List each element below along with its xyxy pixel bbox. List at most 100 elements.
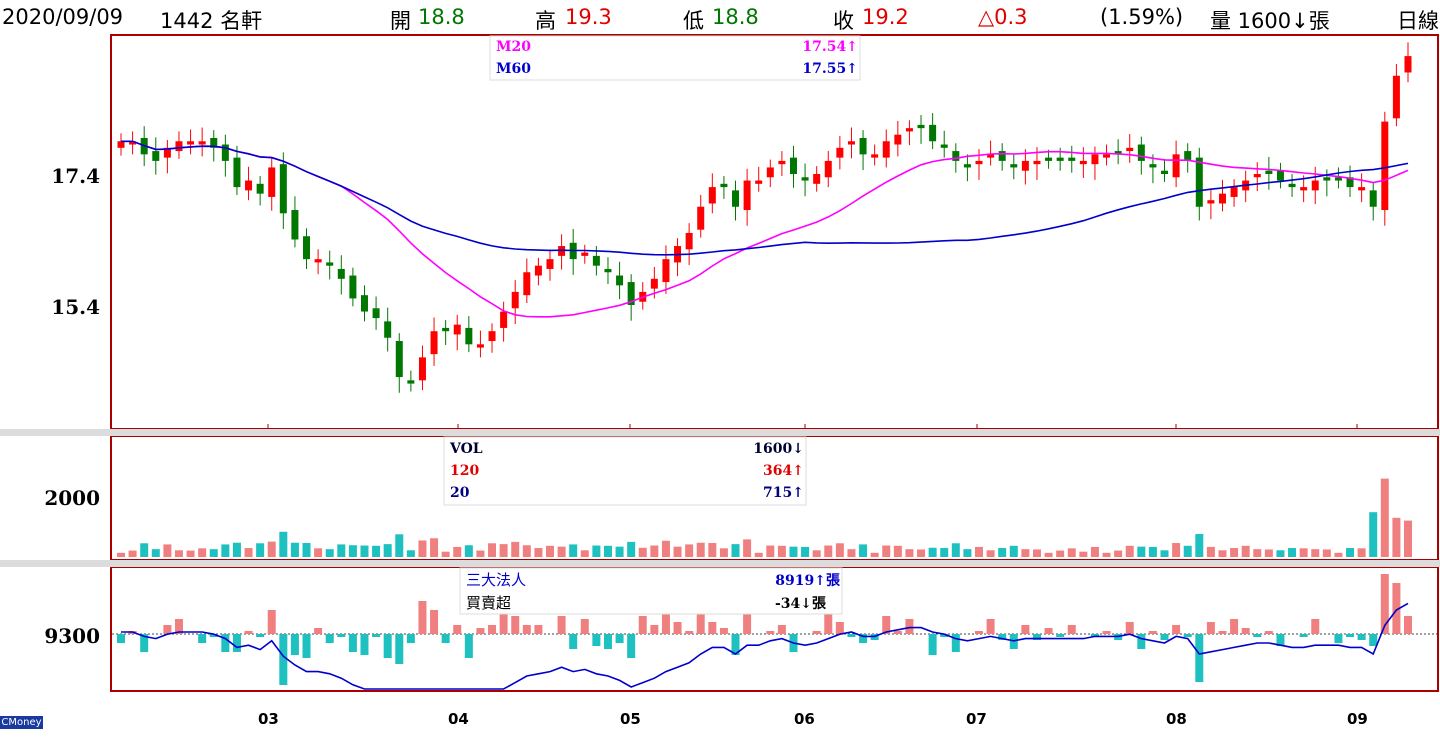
candle-body xyxy=(998,151,1006,161)
inst-bar xyxy=(592,634,601,646)
month-label-09: 09 xyxy=(1347,710,1368,728)
inst-bar xyxy=(198,634,207,643)
candle-body xyxy=(1230,187,1238,197)
candle-body xyxy=(1010,164,1018,168)
inst-bar xyxy=(163,625,172,634)
inst-bar xyxy=(1195,634,1204,682)
candle-body xyxy=(1369,190,1377,207)
ma60-line xyxy=(121,140,1409,256)
volume-bar xyxy=(569,544,578,557)
inst-bar xyxy=(395,634,404,664)
inst-bar xyxy=(372,634,381,637)
volume-bar xyxy=(267,541,276,557)
volume-bar xyxy=(1125,545,1134,557)
candle-body xyxy=(175,141,183,152)
volume-bar xyxy=(186,550,195,557)
inst-bar xyxy=(696,607,705,634)
inst-bar xyxy=(835,622,844,634)
candle-body xyxy=(894,134,902,145)
candle-body xyxy=(720,183,728,188)
inst-bar xyxy=(638,616,647,634)
volume-bar xyxy=(372,545,381,557)
volume-bar xyxy=(117,552,125,557)
volume-value: 量 1600↓張 xyxy=(1210,9,1330,33)
volume-bar xyxy=(557,546,566,557)
candle-body xyxy=(1114,151,1122,155)
candle-body xyxy=(430,331,438,355)
candle-body xyxy=(917,124,925,129)
volume-bar xyxy=(963,549,972,557)
volume-bar xyxy=(603,545,612,557)
candle-body xyxy=(303,236,311,260)
panel-separator-2 xyxy=(0,560,1440,567)
volume-bar xyxy=(314,548,323,557)
inst-bar xyxy=(406,634,415,643)
inst-bar xyxy=(290,634,299,655)
candle-body xyxy=(198,141,206,145)
volume-bar xyxy=(1183,545,1192,557)
candle-body xyxy=(152,151,160,161)
inst-bar xyxy=(1276,634,1285,646)
volume-bar xyxy=(870,552,879,557)
inst-bar xyxy=(453,625,462,634)
inst-bar xyxy=(267,610,276,634)
volume-bar xyxy=(627,541,636,557)
candle-body xyxy=(905,128,913,132)
inst-bar xyxy=(522,625,531,634)
volume-bar xyxy=(696,542,705,557)
inst-bar xyxy=(627,634,636,658)
volume-bar xyxy=(615,546,624,557)
candle-body xyxy=(360,295,368,312)
candle-body xyxy=(1207,200,1215,204)
close-label: 收 xyxy=(833,9,854,33)
volume-bar xyxy=(522,545,531,557)
price-legend: M20 17.54↑ M60 17.55↑ xyxy=(489,35,861,81)
volume-bar xyxy=(824,545,833,557)
inst-bar xyxy=(430,610,439,634)
candle-body xyxy=(279,164,287,214)
volume-bar xyxy=(221,544,230,557)
inst-bar xyxy=(174,619,183,634)
change-percent: (1.59%) xyxy=(1100,5,1184,29)
candle-body xyxy=(453,324,461,335)
candle-body xyxy=(1276,170,1284,181)
volume-bar xyxy=(464,545,473,557)
volume-bar xyxy=(1346,548,1355,557)
inst-bar xyxy=(1160,634,1169,640)
volume-bar xyxy=(1404,520,1412,557)
candle-body xyxy=(929,124,937,142)
change-value: △0.3 xyxy=(978,5,1028,29)
inst-bar xyxy=(337,634,346,637)
volume-bar xyxy=(940,548,949,557)
inst-bar xyxy=(731,634,740,655)
volume-bar xyxy=(1056,550,1065,557)
quote-date: 2020/09/09 xyxy=(2,5,124,29)
volume-bar xyxy=(905,549,914,557)
candle-body xyxy=(1358,187,1366,191)
candle-body xyxy=(1172,154,1180,178)
candle-body xyxy=(616,275,624,286)
candle-body xyxy=(708,187,716,204)
inst-bar xyxy=(1380,574,1389,634)
volume-bar xyxy=(1114,550,1123,557)
candle-body xyxy=(1218,193,1226,204)
volume-bar xyxy=(1160,550,1169,557)
volume-bar xyxy=(917,549,926,557)
inst-bar xyxy=(1253,634,1262,637)
volume-bar xyxy=(1137,546,1146,557)
inst-bar xyxy=(325,634,334,643)
candle-body xyxy=(1311,180,1319,191)
legend-m60-label: M60 xyxy=(496,61,531,77)
candle-body xyxy=(1021,160,1029,171)
volume-legend: VOL 1600↓ 120 364↑ 20 715↑ xyxy=(443,436,807,506)
month-label-08: 08 xyxy=(1166,710,1187,728)
inst-bar xyxy=(1102,631,1111,634)
price-tick-15-4: 15.4 xyxy=(51,295,100,319)
inst-bar xyxy=(743,601,752,634)
candle-body xyxy=(627,282,635,305)
volume-tick-2000: 2000 xyxy=(44,486,100,510)
inst-bar xyxy=(1241,628,1250,634)
volume-bar xyxy=(1044,552,1053,557)
low-value: 18.8 xyxy=(712,5,759,29)
